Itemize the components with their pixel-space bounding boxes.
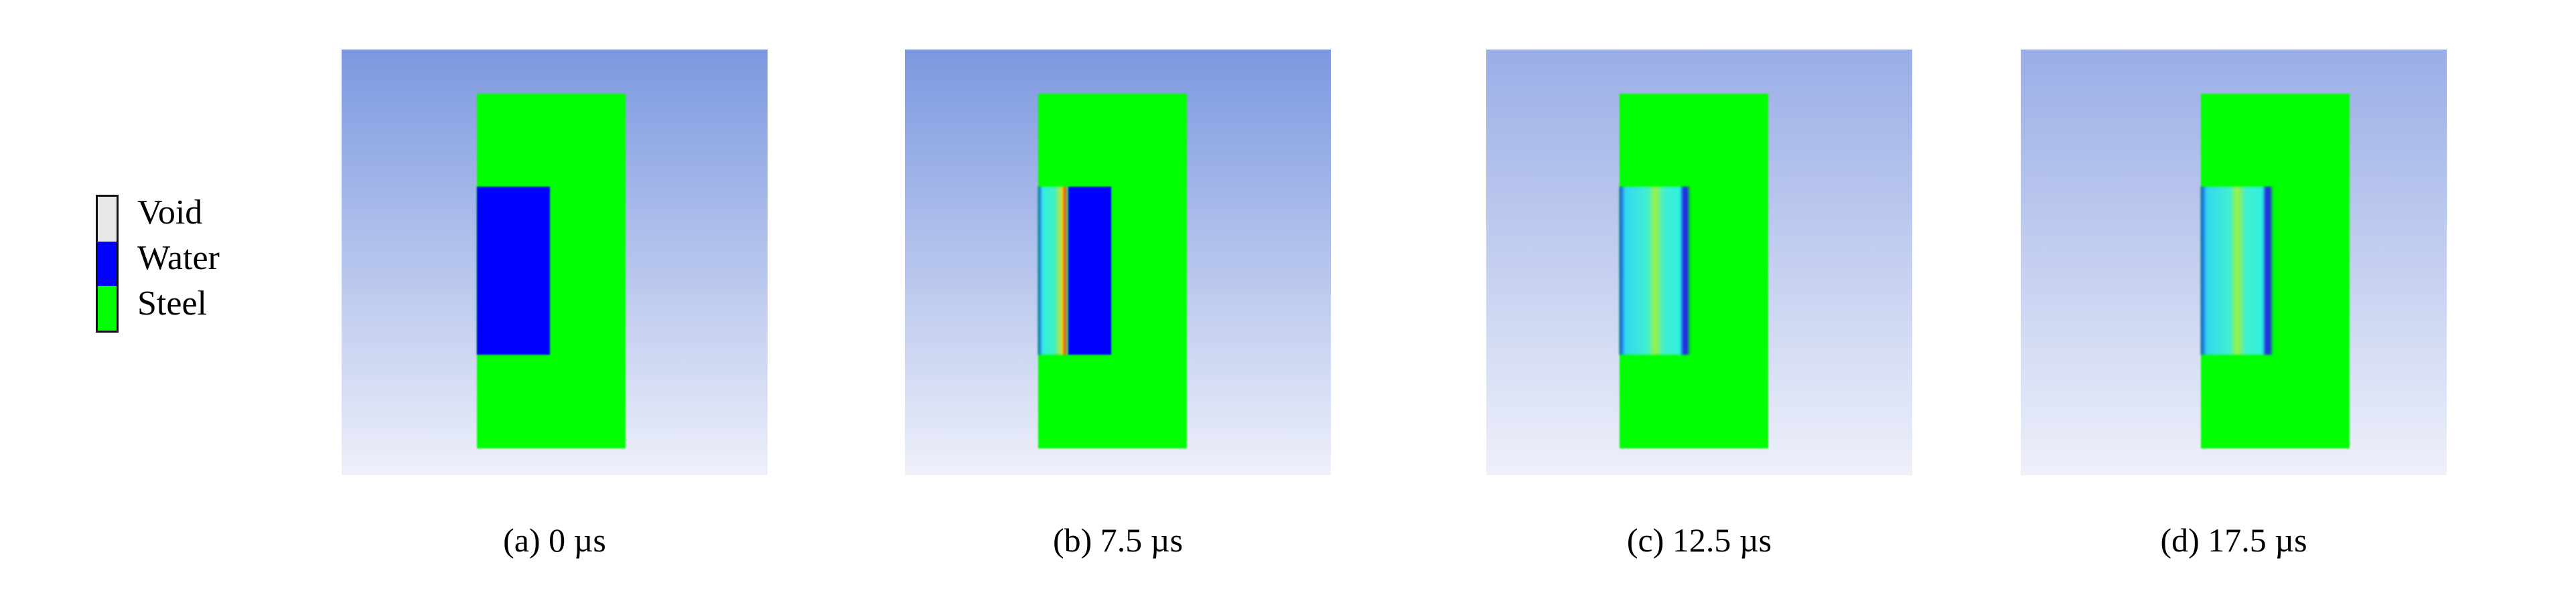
legend-swatch-steel <box>98 286 117 331</box>
mixed-water-region <box>2201 187 2273 355</box>
mixed-water-region <box>1620 187 1691 355</box>
simulation-panel-b <box>905 50 1331 475</box>
legend-label-void: Void <box>137 193 203 232</box>
caption-b: (b) 7.5 µs <box>1052 521 1184 559</box>
water-region <box>477 187 550 355</box>
mixed-water-region <box>1038 187 1068 355</box>
simulation-panel-c <box>1486 50 1912 475</box>
water-region <box>1068 187 1111 355</box>
simulation-panel-d <box>2021 50 2447 475</box>
legend-label-water: Water <box>137 239 220 277</box>
caption-c: (c) 12.5 µs <box>1626 521 1772 559</box>
caption-d: (d) 17.5 µs <box>2160 521 2307 559</box>
legend-swatch-water <box>98 241 117 286</box>
caption-a: (a) 0 µs <box>503 521 606 559</box>
legend-color-bar <box>96 195 119 333</box>
simulation-panel-a <box>342 50 768 475</box>
legend-swatch-void <box>98 197 117 242</box>
legend-label-steel: Steel <box>137 284 207 323</box>
